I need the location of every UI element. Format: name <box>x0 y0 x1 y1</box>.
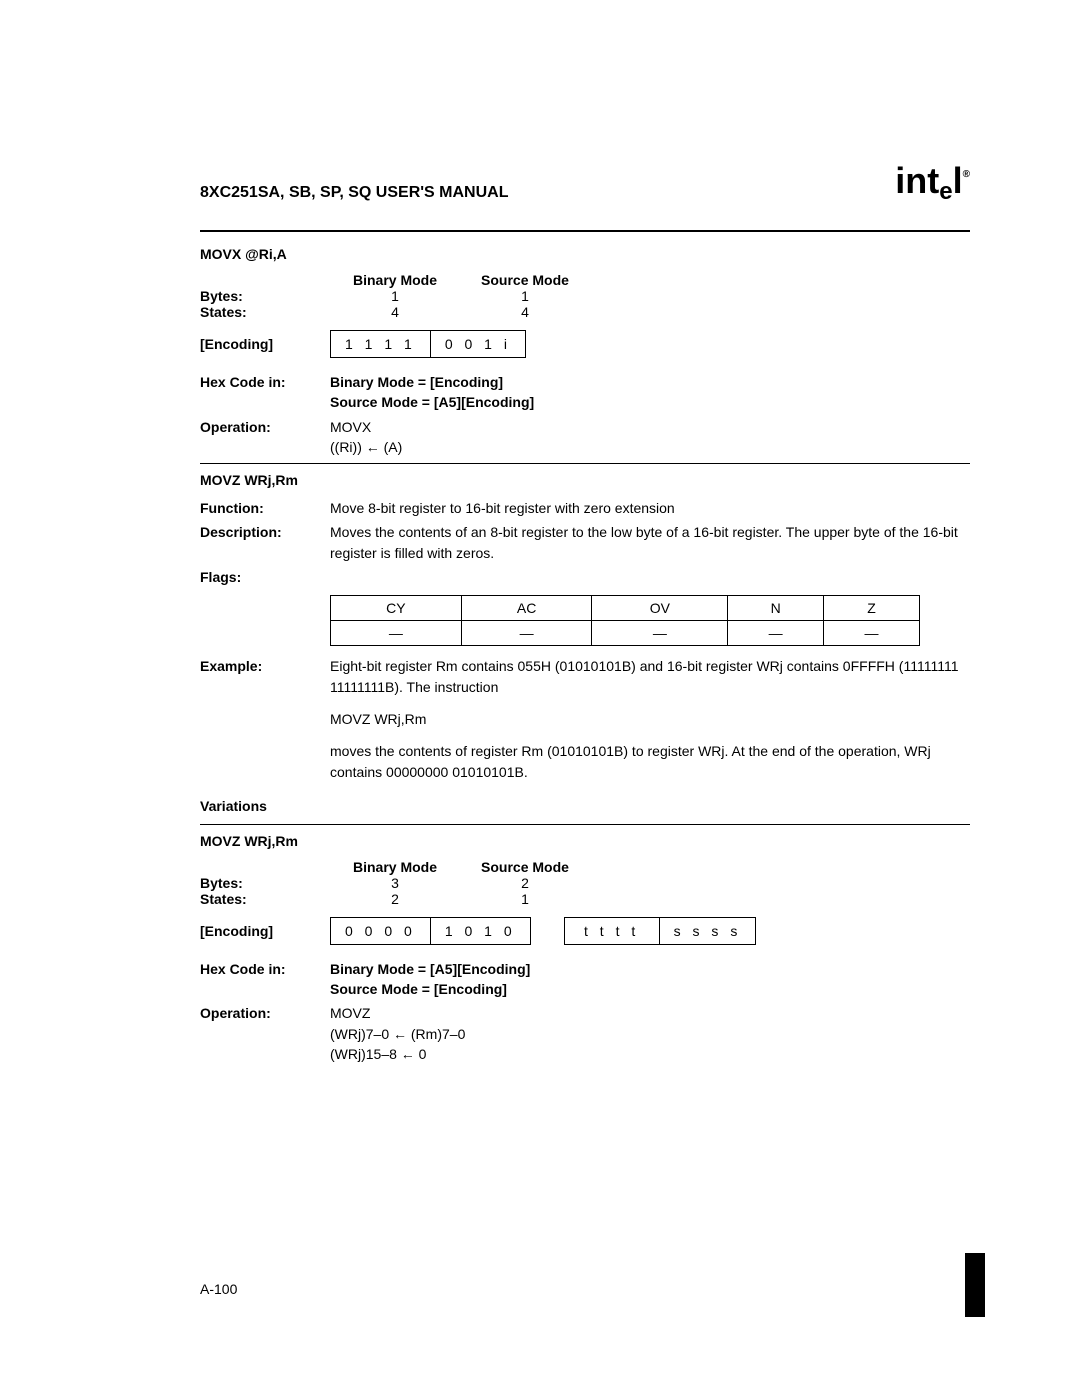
variations-label: Variations <box>200 798 970 814</box>
states-label: States: <box>200 304 330 320</box>
operation-row: Operation: MOVZ (WRj)7–0 ← (Rm)7–0 (WRj)… <box>200 1003 970 1064</box>
hexcode-label: Hex Code in: <box>200 959 330 1000</box>
hexcode-val: Binary Mode = [Encoding] Source Mode = [… <box>330 372 970 413</box>
flag-ac-head: AC <box>461 596 592 621</box>
page-content: 8XC251SA, SB, SP, SQ USER'S MANUAL intel… <box>0 0 1080 1128</box>
bytes-binary: 1 <box>330 288 460 304</box>
logo-part2: e <box>939 178 952 206</box>
description-label: Description: <box>200 522 330 563</box>
description-row: Description: Moves the contents of an 8-… <box>200 522 970 563</box>
mode-header-row: Binary Mode Source Mode <box>200 272 970 288</box>
states-binary: 4 <box>330 304 460 320</box>
states-source: 4 <box>460 304 590 320</box>
col-source: Source Mode <box>460 272 590 288</box>
divider <box>200 824 970 825</box>
example-p1: Eight-bit register Rm contains 055H (010… <box>330 656 970 697</box>
page-header: 8XC251SA, SB, SP, SQ USER'S MANUAL intel… <box>200 160 970 202</box>
states-binary: 2 <box>330 891 460 907</box>
states-row: States: 2 1 <box>200 891 970 907</box>
flags-label: Flags: <box>200 567 330 587</box>
encoding-row: [Encoding] 0 0 0 0 1 0 1 0 t t t t s s s… <box>200 917 970 945</box>
encoding-label: [Encoding] <box>200 923 330 939</box>
divider <box>200 463 970 464</box>
states-label: States: <box>200 891 330 907</box>
operation-label: Operation: <box>200 1003 330 1064</box>
function-label: Function: <box>200 498 330 518</box>
encoding-box4: s s s s <box>659 917 757 945</box>
bytes-source: 2 <box>460 875 590 891</box>
hexcode-row: Hex Code in: Binary Mode = [A5][Encoding… <box>200 959 970 1000</box>
encoding-box2: 1 0 1 0 <box>430 917 531 945</box>
intel-logo: intel® <box>895 160 970 202</box>
instruction-title: MOVZ WRj,Rm <box>200 472 970 488</box>
bytes-row: Bytes: 3 2 <box>200 875 970 891</box>
operation-val: MOVX ((Ri)) ← (A) <box>330 417 970 458</box>
function-row: Function: Move 8-bit register to 16-bit … <box>200 498 970 518</box>
manual-title: 8XC251SA, SB, SP, SQ USER'S MANUAL <box>200 184 508 202</box>
flag-cy-head: CY <box>331 596 462 621</box>
instruction-title: MOVZ WRj,Rm <box>200 833 970 849</box>
hexcode-row: Hex Code in: Binary Mode = [Encoding] So… <box>200 372 970 413</box>
encoding-row: [Encoding] 1 1 1 1 0 0 1 i <box>200 330 970 358</box>
bytes-row: Bytes: 1 1 <box>200 288 970 304</box>
encoding-label: [Encoding] <box>200 336 330 352</box>
col-source: Source Mode <box>460 859 590 875</box>
example-code: MOVZ WRj,Rm <box>330 709 970 729</box>
bytes-label: Bytes: <box>200 875 330 891</box>
operation-label: Operation: <box>200 417 330 458</box>
logo-reg: ® <box>963 169 970 180</box>
states-source: 1 <box>460 891 590 907</box>
description-val: Moves the contents of an 8-bit register … <box>330 522 970 563</box>
section-tab-marker <box>965 1253 985 1317</box>
operation-val: MOVZ (WRj)7–0 ← (Rm)7–0 (WRj)15–8 ← 0 <box>330 1003 970 1064</box>
instruction-title: MOVX @Ri,A <box>200 246 970 262</box>
hexcode-val: Binary Mode = [A5][Encoding] Source Mode… <box>330 959 970 1000</box>
encoding-box2: 0 0 1 i <box>430 330 526 358</box>
flag-z-head: Z <box>824 596 920 621</box>
function-val: Move 8-bit register to 16-bit register w… <box>330 498 970 518</box>
bytes-source: 1 <box>460 288 590 304</box>
operation-row: Operation: MOVX ((Ri)) ← (A) <box>200 417 970 458</box>
flags-row: Flags: <box>200 567 970 587</box>
example-label: Example: <box>200 656 330 781</box>
encoding-box1: 1 1 1 1 <box>330 330 431 358</box>
encoding-box1: 0 0 0 0 <box>330 917 431 945</box>
encoding-box3: t t t t <box>564 917 660 945</box>
bytes-label: Bytes: <box>200 288 330 304</box>
hexcode-label: Hex Code in: <box>200 372 330 413</box>
flag-z-val: — <box>824 621 920 646</box>
flag-ov-head: OV <box>592 596 728 621</box>
flag-ac-val: — <box>461 621 592 646</box>
flag-ov-val: — <box>592 621 728 646</box>
logo-part3: l <box>953 160 963 202</box>
col-binary: Binary Mode <box>330 859 460 875</box>
example-p2: moves the contents of register Rm (01010… <box>330 741 970 782</box>
example-row: Example: Eight-bit register Rm contains … <box>200 656 970 781</box>
logo-part1: int <box>895 160 939 202</box>
flags-table: CY AC OV N Z — — — — — <box>330 595 920 646</box>
states-row: States: 4 4 <box>200 304 970 320</box>
col-binary: Binary Mode <box>330 272 460 288</box>
flag-n-val: — <box>728 621 824 646</box>
flag-n-head: N <box>728 596 824 621</box>
divider <box>200 230 970 232</box>
page-number: A-100 <box>200 1281 237 1297</box>
bytes-binary: 3 <box>330 875 460 891</box>
flag-cy-val: — <box>331 621 462 646</box>
example-body: Eight-bit register Rm contains 055H (010… <box>330 656 970 781</box>
mode-header-row: Binary Mode Source Mode <box>200 859 970 875</box>
